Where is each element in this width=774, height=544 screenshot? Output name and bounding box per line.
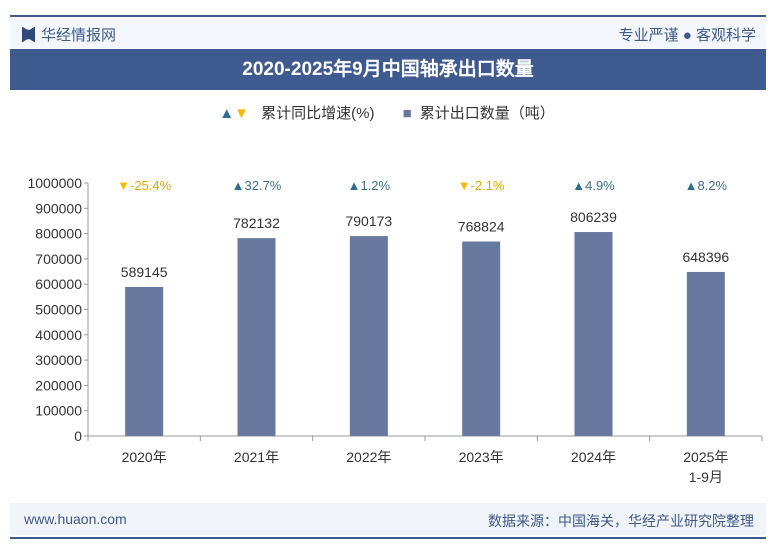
y-tick-label: 100000 xyxy=(35,403,82,419)
chart-title: 2020-2025年9月中国轴承出口数量 xyxy=(10,49,766,90)
growth-label: ▼-2.1% xyxy=(458,178,505,193)
slogan: 专业严谨 ● 客观科学 xyxy=(618,27,756,44)
y-tick-label: 600000 xyxy=(35,276,82,292)
header-bar xyxy=(10,18,766,48)
bar-value-label: 782132 xyxy=(233,215,280,231)
bar xyxy=(125,286,164,436)
y-tick-label: 500000 xyxy=(35,302,82,318)
y-tick-label: 300000 xyxy=(35,352,82,368)
bar-value-label: 648396 xyxy=(682,249,729,265)
y-tick-label: 800000 xyxy=(35,226,82,242)
x-tick-label: 2025年 xyxy=(683,449,728,465)
x-tick-label: 2023年 xyxy=(459,449,504,465)
footer-source: 数据来源：中国海关，华经产业研究院整理 xyxy=(488,513,754,529)
growth-label: ▲32.7% xyxy=(232,178,282,193)
top-divider xyxy=(10,15,766,17)
bar xyxy=(574,232,613,436)
y-tick-label: 0 xyxy=(74,428,82,444)
bar-value-label: 768824 xyxy=(458,218,505,234)
y-tick-label: 1000000 xyxy=(27,175,82,191)
legend: ▲▼ 累计同比增速(%) ■ 累计出口数量（吨） xyxy=(0,102,774,123)
bar xyxy=(462,241,501,436)
y-tick-label: 900000 xyxy=(35,200,82,216)
legend-growth-label: 累计同比增速(%) xyxy=(261,105,375,122)
x-tick-label: 2020年 xyxy=(122,449,167,465)
bottom-divider xyxy=(10,537,766,539)
x-tick-label: 2021年 xyxy=(234,449,279,465)
bar-value-label: 806239 xyxy=(570,209,617,225)
x-tick-label: 1-9月 xyxy=(689,469,723,485)
y-tick-label: 400000 xyxy=(35,327,82,343)
bar xyxy=(237,238,276,436)
growth-label: ▼-25.4% xyxy=(117,178,172,193)
y-tick-label: 200000 xyxy=(35,377,82,393)
bar xyxy=(686,271,725,436)
growth-label: ▲1.2% xyxy=(348,178,391,193)
x-tick-label: 2024年 xyxy=(571,449,616,465)
brand-logo: 华经情报网 xyxy=(22,24,116,45)
footer: www.huaon.com 数据来源：中国海关，华经产业研究院整理 xyxy=(10,503,766,535)
bar-value-label: 790173 xyxy=(345,213,392,229)
logo-icon xyxy=(22,26,35,43)
growth-label: ▲8.2% xyxy=(685,178,728,193)
x-tick-label: 2022年 xyxy=(346,449,391,465)
growth-label: ▲4.9% xyxy=(572,178,615,193)
legend-quantity-icon: ■ xyxy=(402,105,412,122)
legend-quantity-label: 累计出口数量（吨） xyxy=(419,105,555,122)
y-tick-label: 700000 xyxy=(35,251,82,267)
brand-name: 华经情报网 xyxy=(41,27,117,44)
bar-value-label: 589145 xyxy=(121,264,168,280)
bar xyxy=(349,236,388,436)
footer-website[interactable]: www.huaon.com xyxy=(24,511,127,527)
legend-growth-icon: ▲▼ xyxy=(219,105,249,122)
